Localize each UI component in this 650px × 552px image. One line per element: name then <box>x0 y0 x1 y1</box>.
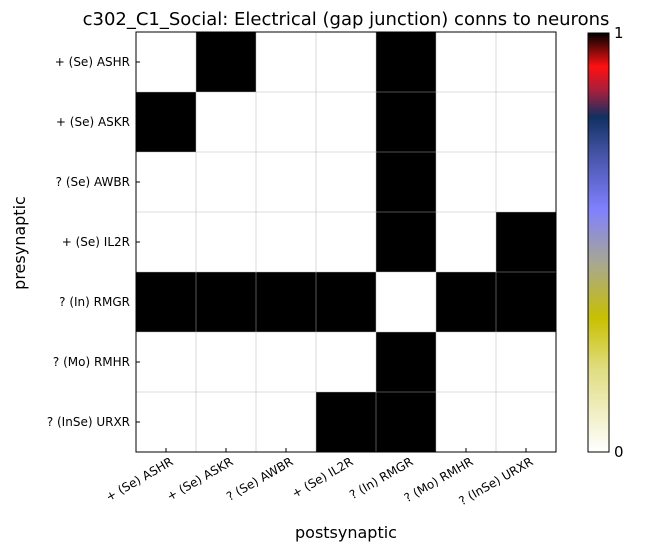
heatmap-cell <box>316 392 377 453</box>
heatmap-cell <box>136 92 197 153</box>
y-tick-label: + (Se) ASHR <box>55 55 130 69</box>
y-tick-label: ? (In) RMGR <box>59 295 130 309</box>
x-tick-labels: + (Se) ASHR+ (Se) ASKR? (Se) AWBR+ (Se) … <box>103 448 536 508</box>
x-tick-label: + (Se) ASKR <box>164 454 235 503</box>
colorbar <box>587 32 610 453</box>
heatmap-cell <box>196 212 257 273</box>
heatmap-cell <box>316 272 377 333</box>
heatmap-cell <box>196 92 257 153</box>
heatmap-cell <box>376 152 437 213</box>
heatmap-cell <box>256 272 317 333</box>
heatmap-cell <box>316 152 377 213</box>
x-tick-label: ? (Se) AWBR <box>224 454 295 503</box>
heatmap-cell <box>316 212 377 273</box>
heatmap-cell <box>316 332 377 393</box>
heatmap-cell <box>436 272 497 333</box>
y-tick-label: ? (Mo) RMHR <box>53 355 130 369</box>
grid-lines <box>136 32 556 452</box>
heatmap-cell <box>136 392 197 453</box>
heatmap-cell <box>376 92 437 153</box>
heatmap-cell <box>196 152 257 213</box>
x-tick-label: + (Se) IL2R <box>289 454 355 500</box>
heatmap-cell <box>496 92 557 153</box>
heatmap-cell <box>496 152 557 213</box>
y-axis-label: presynaptic <box>10 196 29 290</box>
x-tick-label: + (Se) ASHR <box>103 454 175 504</box>
y-tick-label: ? (InSe) URXR <box>47 415 130 429</box>
heatmap-cell <box>496 392 557 453</box>
heatmap-cell <box>316 92 377 153</box>
heatmap-cell <box>256 152 317 213</box>
heatmap-cell <box>136 32 197 93</box>
heatmap-cell <box>436 332 497 393</box>
heatmap-cell <box>376 32 437 93</box>
heatmap-cell <box>196 392 257 453</box>
heatmap-cell <box>376 272 437 333</box>
heatmap-cell <box>496 212 557 273</box>
y-tick-labels: + (Se) ASHR + (Se) ASKR ? (Se) AWBR + (Se) … <box>47 55 140 429</box>
heatmap-cell <box>256 212 317 273</box>
heatmap-cell <box>376 332 437 393</box>
colorbar-min-label: 0 <box>614 443 624 461</box>
heatmap-cell <box>256 92 317 153</box>
heatmap-cell <box>436 32 497 93</box>
heatmap-cell <box>316 32 377 93</box>
heatmap-cell <box>136 272 197 333</box>
colorbar-max-label: 1 <box>614 24 624 42</box>
x-axis-label: postsynaptic <box>295 523 397 542</box>
heatmap-cell <box>196 272 257 333</box>
heatmap-cell <box>436 212 497 273</box>
heatmap-cell <box>256 332 317 393</box>
heatmap-cell <box>196 32 257 93</box>
heatmap-cell <box>436 392 497 453</box>
heatmap-cell <box>496 32 557 93</box>
heatmap-cell <box>136 332 197 393</box>
heatmap-cell <box>136 212 197 273</box>
heatmap-cell <box>196 332 257 393</box>
heatmap-cell <box>376 392 437 453</box>
heatmap-cell <box>136 152 197 213</box>
heatmap-cell <box>436 152 497 213</box>
y-tick-label: + (Se) ASKR <box>56 115 130 129</box>
chart-title: c302_C1_Social: Electrical (gap junction… <box>83 9 610 30</box>
heatmap-cells <box>136 32 557 453</box>
heatmap-cell <box>436 92 497 153</box>
heatmap-cell <box>376 212 437 273</box>
heatmap-cell <box>496 332 557 393</box>
y-tick-label: ? (Se) AWBR <box>56 175 130 189</box>
heatmap-cell <box>496 272 557 333</box>
heatmap-cell <box>256 392 317 453</box>
heatmap-cell <box>256 32 317 93</box>
y-tick-label: + (Se) IL2R <box>62 235 130 249</box>
